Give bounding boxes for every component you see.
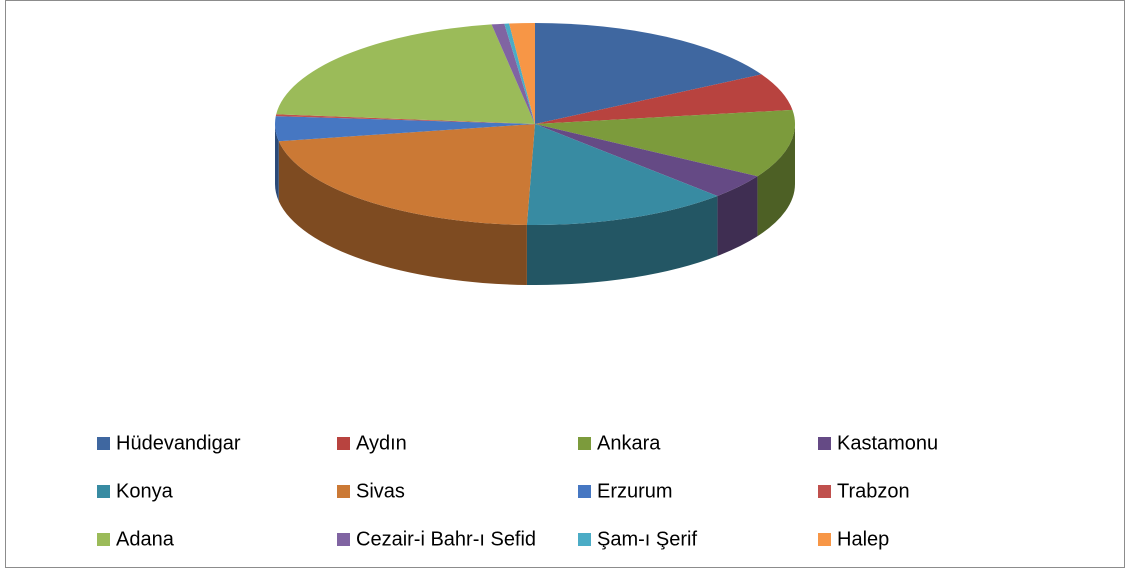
pie-slice — [535, 109, 795, 177]
legend-swatch — [578, 533, 591, 546]
legend-label: Adana — [116, 528, 175, 550]
legend-swatch — [578, 485, 591, 498]
legend-swatch — [97, 533, 110, 546]
legend-label: Sivas — [356, 480, 405, 502]
legend-label: Ankara — [597, 432, 661, 454]
pie-side — [717, 176, 758, 256]
pie-slice — [278, 124, 535, 225]
legend-swatch — [337, 437, 350, 450]
pie-side — [275, 124, 279, 202]
legend-label: Şam-ı Şerif — [597, 528, 697, 550]
pie-slice — [491, 23, 535, 124]
pie-slice — [526, 124, 718, 225]
legend-swatch — [578, 437, 591, 450]
pie-slice — [535, 124, 758, 196]
pie-side — [526, 195, 718, 285]
legend-label: Cezair-i Bahr-ı Sefid — [356, 528, 536, 550]
legend-swatch — [337, 533, 350, 546]
pie-side — [278, 141, 527, 285]
legend-swatch — [818, 485, 831, 498]
legend-swatch — [97, 437, 110, 450]
pie-side — [757, 124, 795, 237]
legend-label: Halep — [837, 528, 889, 550]
pie — [275, 23, 795, 285]
pie-slice — [276, 24, 535, 124]
legend-label: Konya — [116, 480, 174, 502]
legend-label: Erzurum — [597, 480, 673, 502]
pie-slice — [504, 23, 535, 124]
pie-slice — [535, 74, 793, 124]
legend-swatch — [97, 485, 110, 498]
pie-slice — [509, 23, 535, 124]
legend: Hüdevandigar Aydın Ankara Kastamonu Konya Siv… — [97, 432, 938, 550]
pie-slice — [275, 114, 535, 124]
pie-slice — [275, 116, 535, 142]
pie-slice — [535, 23, 762, 124]
legend-swatch — [337, 485, 350, 498]
legend-swatch — [818, 533, 831, 546]
legend-label: Kastamonu — [837, 432, 938, 454]
legend-label: Trabzon — [837, 480, 910, 502]
legend-label: Hüdevandigar — [116, 432, 241, 454]
legend-swatch — [818, 437, 831, 450]
legend-label: Aydın — [356, 432, 407, 454]
